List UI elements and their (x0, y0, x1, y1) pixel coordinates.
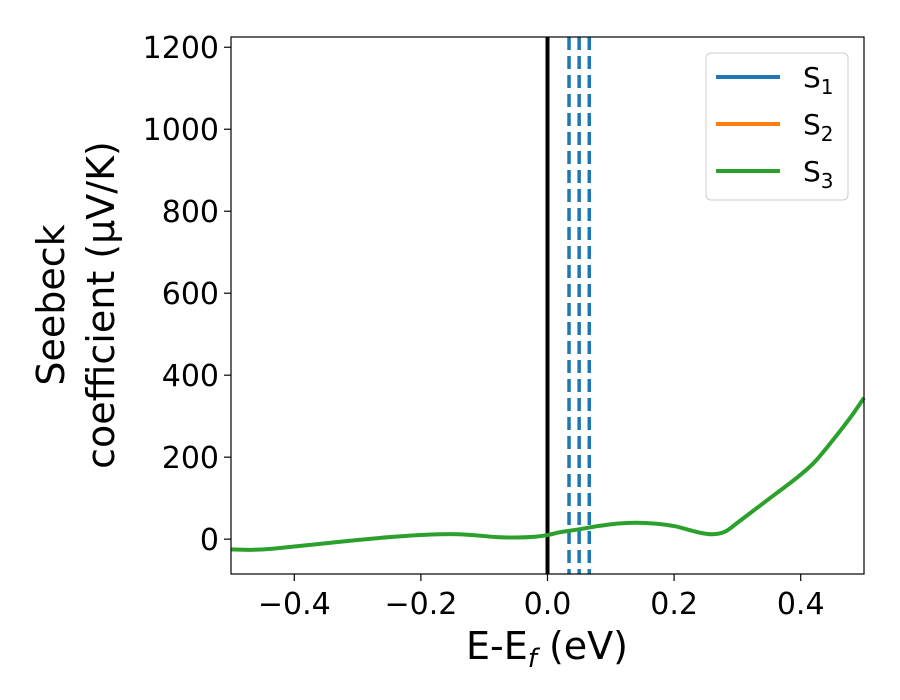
legend-label-3: S3 (803, 155, 834, 193)
legend-label-1: S1 (803, 61, 834, 99)
y-tick-label: 1200 (143, 31, 219, 66)
x-axis-ticks: −0.4 −0.2 0.0 0.2 0.4 (258, 574, 825, 622)
y-tick-label: 1000 (143, 113, 219, 148)
y-tick-label: 600 (162, 277, 219, 312)
x-tick-label: 0.0 (524, 587, 572, 622)
y-axis-ticks: 0 200 400 600 800 1000 1200 (143, 31, 231, 558)
legend-label-2: S2 (803, 108, 834, 146)
y-axis-label-line2: coefficient (μV/K) (79, 141, 123, 469)
x-tick-label: −0.2 (384, 587, 457, 622)
x-tick-label: 0.4 (777, 587, 825, 622)
legend-box (705, 52, 849, 201)
vertical-lines (545, 37, 592, 574)
y-tick-label: 400 (162, 359, 219, 394)
y-tick-label: 0 (200, 523, 219, 558)
y-tick-label: 800 (162, 195, 219, 230)
y-axis-label-line1: Seebeck (29, 224, 73, 385)
y-tick-label: 200 (162, 441, 219, 476)
x-axis-label: E-Ef (eV) (466, 624, 628, 674)
legend: S1 S2 S3 (705, 52, 849, 201)
x-tick-label: 0.2 (650, 587, 698, 622)
x-axis-label-unit: (eV) (537, 624, 628, 668)
y-axis-label: Seebeck coefficient (μV/K) (29, 141, 123, 469)
series-lines (230, 396, 866, 552)
x-tick-label: −0.4 (258, 587, 331, 622)
series-line-s3 (230, 396, 866, 552)
